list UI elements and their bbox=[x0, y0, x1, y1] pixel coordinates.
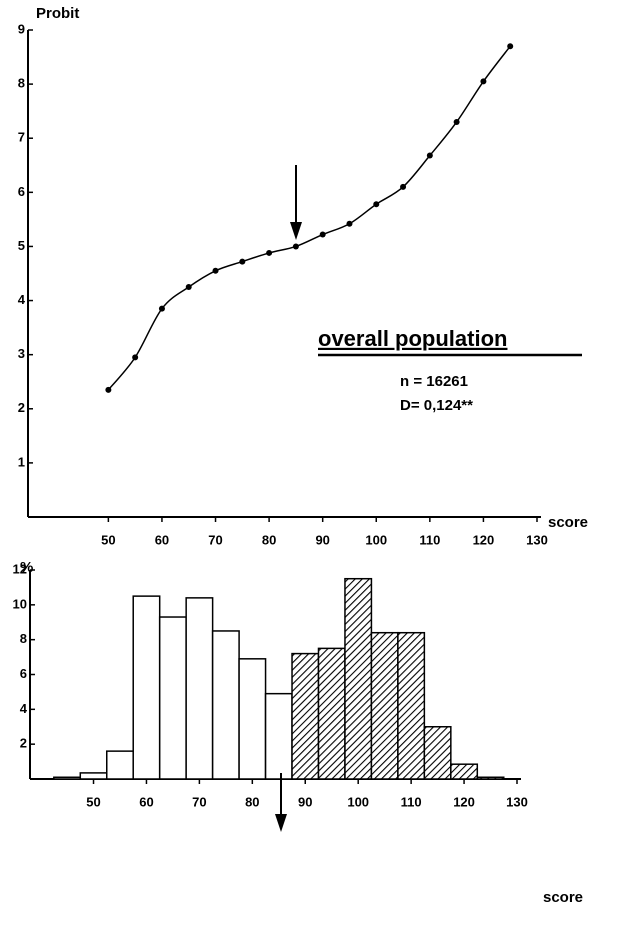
point bbox=[426, 152, 433, 159]
y-tick-label: 9 bbox=[18, 21, 25, 36]
x-tick-label: 90 bbox=[315, 532, 329, 547]
bar bbox=[132, 595, 161, 780]
annotation: overall population bbox=[318, 326, 507, 351]
bar bbox=[211, 630, 240, 780]
y-tick-label: 2 bbox=[18, 400, 25, 415]
y-tick-label: 10 bbox=[13, 596, 27, 611]
x-axis-label: score bbox=[543, 889, 583, 906]
bar bbox=[317, 647, 346, 780]
y-axis-label: Probit bbox=[36, 5, 79, 22]
point bbox=[373, 201, 380, 208]
bar bbox=[185, 597, 214, 780]
y-tick-label: 6 bbox=[20, 666, 27, 681]
bar bbox=[397, 631, 426, 780]
bar bbox=[370, 631, 399, 780]
y-tick-label: 8 bbox=[18, 76, 25, 91]
x-tick-label: 110 bbox=[419, 532, 440, 547]
point bbox=[480, 78, 487, 85]
x-tick-label: 60 bbox=[155, 532, 169, 547]
x-tick-label: 90 bbox=[298, 794, 312, 809]
point bbox=[507, 43, 514, 50]
point bbox=[158, 305, 165, 312]
annotation: n = 16261 bbox=[400, 373, 468, 390]
bar bbox=[423, 726, 452, 780]
x-tick-label: 50 bbox=[86, 794, 100, 809]
x-tick-label: 100 bbox=[365, 532, 387, 547]
bar bbox=[264, 692, 293, 780]
y-tick-label: 1 bbox=[18, 454, 25, 469]
x-tick-label: 70 bbox=[192, 794, 206, 809]
point bbox=[453, 118, 460, 125]
x-tick-label: 120 bbox=[473, 532, 495, 547]
arrow bbox=[275, 773, 287, 832]
x-tick-label: 100 bbox=[347, 794, 369, 809]
x-tick-label: 80 bbox=[262, 532, 276, 547]
bar bbox=[158, 616, 187, 780]
curve bbox=[107, 45, 511, 391]
x-tick-label: 110 bbox=[401, 794, 422, 809]
bar bbox=[106, 750, 134, 780]
y-tick-label: 4 bbox=[18, 292, 26, 307]
x-tick-label: 70 bbox=[208, 532, 222, 547]
point bbox=[185, 284, 192, 291]
y-tick-label: 6 bbox=[18, 184, 25, 199]
x-tick-label: 80 bbox=[245, 794, 259, 809]
y-tick-label: 7 bbox=[18, 130, 25, 145]
bar bbox=[476, 776, 505, 780]
x-tick-label: 60 bbox=[139, 794, 153, 809]
annotation: D= 0,124** bbox=[400, 397, 473, 414]
y-tick-label: 12 bbox=[13, 561, 27, 576]
bar bbox=[291, 652, 320, 780]
bar bbox=[79, 772, 108, 780]
y-tick-label: 4 bbox=[20, 701, 28, 716]
x-axis-label: score bbox=[548, 514, 588, 531]
bar bbox=[344, 577, 373, 780]
point bbox=[105, 386, 112, 393]
point bbox=[212, 267, 219, 274]
point bbox=[346, 220, 353, 227]
bar bbox=[238, 658, 267, 780]
y-tick-label: 8 bbox=[20, 631, 27, 646]
arrow bbox=[290, 165, 302, 240]
y-tick-label: 5 bbox=[18, 238, 25, 253]
y-tick-label: 3 bbox=[18, 346, 25, 361]
x-tick-label: 50 bbox=[101, 532, 115, 547]
point bbox=[132, 354, 139, 361]
point bbox=[266, 249, 273, 256]
x-tick-label: 130 bbox=[506, 794, 528, 809]
x-tick-label: 130 bbox=[526, 532, 548, 547]
bar bbox=[450, 763, 479, 780]
point bbox=[239, 258, 246, 265]
bar bbox=[53, 776, 82, 780]
point bbox=[319, 231, 326, 238]
point bbox=[292, 243, 299, 250]
y-tick-label: 2 bbox=[20, 736, 27, 751]
x-tick-label: 120 bbox=[453, 794, 475, 809]
point bbox=[400, 183, 407, 190]
